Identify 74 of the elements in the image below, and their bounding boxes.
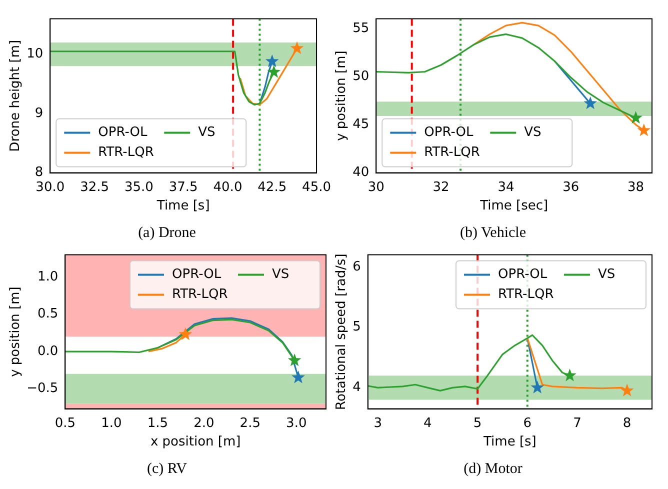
x-axis-title: Time [s]: [156, 198, 210, 214]
y-tick-label: 55: [352, 20, 370, 36]
y-tick-label: 45: [352, 117, 370, 132]
x-axis-title: Time [s]: [482, 434, 536, 450]
point: [292, 370, 305, 384]
point: [288, 353, 302, 366]
y-axis-title: Drone height [m]: [8, 40, 24, 152]
x-tick-label: 2.5: [240, 416, 260, 431]
y-tick-label: 8: [34, 165, 44, 180]
x-tick-label: 3.0: [286, 416, 307, 431]
y-axis-title: Rotational speed [rad/s]: [334, 254, 350, 410]
legend-label: VS: [598, 267, 616, 282]
y-tick-label: 1.0: [37, 269, 58, 284]
x-tick-label: 8: [622, 416, 632, 431]
point: [530, 380, 544, 394]
x-tick-label: 5: [473, 416, 482, 431]
legend-label: OPR-OL: [498, 267, 548, 282]
x-tick-label: 7: [573, 416, 582, 431]
legend-label: VS: [272, 267, 290, 282]
y-axis-title: y position [m]: [8, 286, 24, 377]
x-tick-label: 1.0: [101, 416, 122, 431]
x-tick-label: 32.5: [80, 180, 110, 195]
y-tick-label: 0.5: [37, 306, 58, 322]
x-tick-label: 37.5: [168, 180, 198, 195]
x-tick-label: 2.0: [194, 416, 214, 431]
x-axis-title: Time [sec]: [479, 198, 548, 214]
x-tick-label: 34: [498, 180, 514, 195]
x-tick-label: 42.5: [258, 180, 287, 195]
point: [584, 96, 597, 110]
x-tick-label: 4: [424, 416, 432, 431]
point: [563, 368, 576, 382]
x-tick-label: 30.0: [36, 180, 65, 195]
x-tick-label: 3: [374, 416, 382, 431]
x-tick-label: 45.0: [302, 180, 332, 195]
text: (b) Vehicle: [460, 224, 526, 241]
y-tick-label: 4: [352, 380, 361, 396]
y-axis-title: y position [m]: [334, 50, 350, 141]
text: (c) RV: [146, 460, 188, 477]
x-axis-title: x position [m]: [150, 434, 241, 450]
legend-label: OPR-OL: [98, 125, 148, 140]
x-tick-label: 35.0: [124, 180, 154, 195]
legend-label: RTR-LQR: [98, 145, 154, 160]
legend-label: RTR-LQR: [172, 287, 228, 302]
point: [267, 65, 281, 78]
x-tick-label: 38: [628, 180, 644, 195]
legend-label: RTR-LQR: [424, 145, 480, 160]
point: [290, 41, 304, 54]
point: [637, 123, 651, 136]
x-tick-label: 30: [368, 180, 384, 195]
legend-label: VS: [198, 125, 216, 140]
x-tick-label: 40.0: [213, 180, 242, 195]
point: [620, 384, 634, 396]
legend-label: VS: [524, 125, 542, 140]
y-tick-label: −0.5: [26, 381, 58, 396]
y-tick-label: 0.0: [37, 344, 58, 359]
point: [629, 110, 642, 124]
x-tick-label: 32: [432, 180, 450, 195]
y-tick-label: 6: [352, 259, 361, 274]
y-tick-label: 10: [26, 46, 44, 62]
point: [178, 327, 192, 340]
text: (a) Drone: [138, 224, 196, 241]
y-tick-label: 50: [352, 68, 370, 84]
y-tick-label: 5: [352, 320, 361, 335]
x-tick-label: 0.5: [54, 416, 76, 431]
point: [265, 54, 279, 68]
x-tick-label: 6: [523, 416, 532, 431]
legend-label: OPR-OL: [424, 125, 474, 140]
text: (d) Motor: [464, 460, 522, 477]
x-tick-label: 36: [562, 180, 580, 195]
legend-label: OPR-OL: [172, 267, 222, 282]
x-tick-label: 1.5: [147, 416, 168, 431]
legend-label: RTR-LQR: [498, 287, 554, 302]
y-tick-label: 9: [34, 106, 44, 121]
y-tick-label: 40: [352, 165, 370, 180]
